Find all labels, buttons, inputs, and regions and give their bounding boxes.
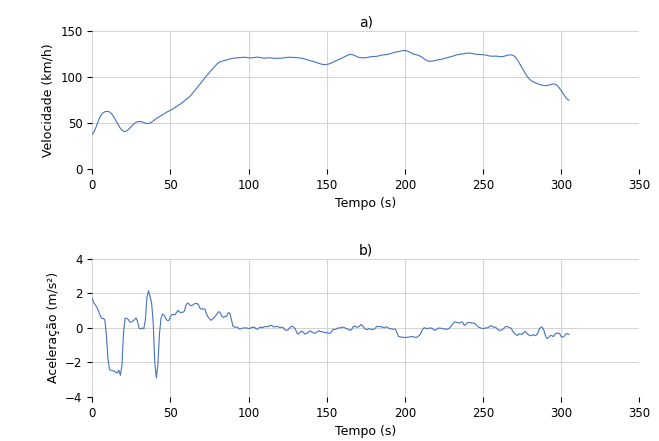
Title: b): b) [358, 243, 373, 258]
Title: a): a) [358, 16, 373, 30]
Y-axis label: Velocidade (km/h): Velocidade (km/h) [42, 43, 55, 157]
X-axis label: Tempo (s): Tempo (s) [335, 425, 396, 438]
Y-axis label: Aceleração (m/s²): Aceleração (m/s²) [47, 272, 59, 383]
X-axis label: Tempo (s): Tempo (s) [335, 197, 396, 210]
